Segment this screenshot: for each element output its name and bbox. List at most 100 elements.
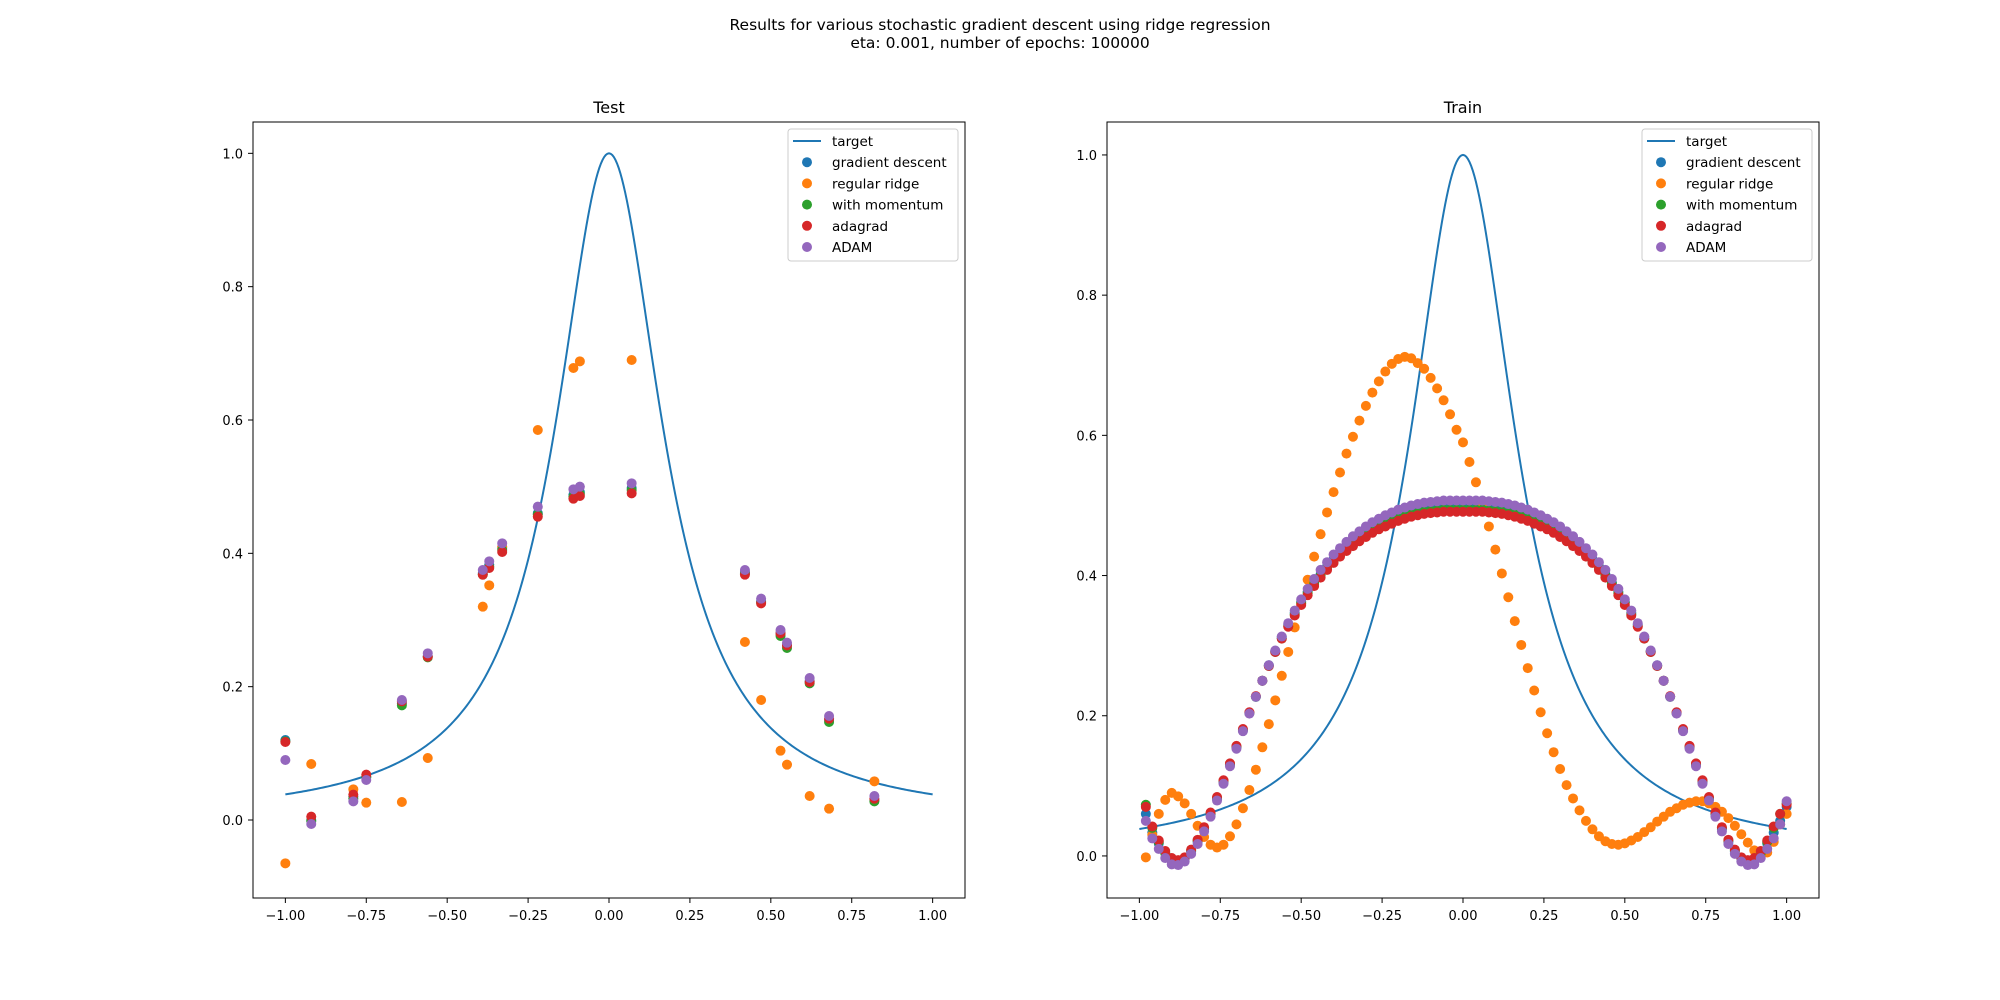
chart2-adam-point bbox=[1244, 708, 1255, 719]
chart2-regular-ridge-point bbox=[1322, 507, 1333, 518]
chart2-regular-ridge-point bbox=[1568, 793, 1579, 804]
chart2-regular-ridge-point bbox=[1736, 829, 1747, 840]
chart2-legend-label-with-momentum: with momentum bbox=[1686, 198, 1797, 214]
chart2-regular-ridge-point bbox=[1140, 852, 1151, 863]
chart2-series-regular-ridge bbox=[1140, 351, 1792, 863]
chart2-regular-ridge-point bbox=[1153, 808, 1164, 819]
chart2-adam-point bbox=[1192, 839, 1203, 850]
chart2-regular-ridge-point bbox=[1419, 363, 1430, 374]
chart2-regular-ridge-point bbox=[1483, 521, 1494, 532]
figure-suptitle-line1: Results for various stochastic gradient … bbox=[729, 16, 1271, 34]
chart2-series-with-momentum bbox=[1140, 504, 1792, 867]
chart2-regular-ridge-point bbox=[1464, 456, 1475, 467]
chart2-adam-point bbox=[1199, 826, 1210, 837]
chart2-adam-point bbox=[1645, 645, 1656, 656]
chart1-xtick-label: 0.50 bbox=[756, 909, 785, 924]
chart1-regular-ridge-point bbox=[568, 363, 579, 373]
chart2-legend-marker-with-momentum bbox=[1656, 199, 1666, 210]
chart1-xtick-label: −1.00 bbox=[265, 909, 305, 924]
chart2-adam-point bbox=[1671, 708, 1682, 719]
chart1-legend-marker-adagrad bbox=[802, 220, 812, 231]
chart1-legend-marker-adam bbox=[802, 242, 812, 252]
chart2-adam-point bbox=[1606, 574, 1617, 585]
chart2-xtick-label: −0.50 bbox=[1281, 909, 1321, 924]
chart1-adam-point bbox=[532, 501, 543, 512]
chart1-series-adam bbox=[280, 478, 880, 829]
chart1-legend-label-target: target bbox=[832, 134, 873, 150]
chart2-ytick-label: 0.8 bbox=[1076, 289, 1097, 304]
chart2-adam-point bbox=[1639, 631, 1650, 642]
chart2-adam-point bbox=[1703, 795, 1714, 806]
chart2-adam-point bbox=[1678, 726, 1689, 737]
chart1-regular-ridge-point bbox=[739, 637, 750, 647]
chart2-regular-ridge-point bbox=[1555, 764, 1566, 775]
chart2-adam-point bbox=[1237, 726, 1248, 737]
chart1-adam-point bbox=[756, 593, 767, 604]
chart2-adam-point bbox=[1723, 839, 1734, 850]
chart2-regular-ridge-point bbox=[1529, 685, 1540, 696]
chart2-adam-point bbox=[1658, 675, 1669, 686]
chart2-regular-ridge-point bbox=[1548, 747, 1559, 758]
chart2-regular-ridge-point bbox=[1186, 808, 1197, 819]
chart2-adam-point bbox=[1322, 557, 1333, 568]
chart2-adam-point bbox=[1755, 853, 1766, 864]
chart1-xtick-label: −0.75 bbox=[346, 909, 386, 924]
chart1-ytick-label: 1.0 bbox=[222, 147, 243, 162]
chart2-plot: Train −1.00 −0.75 −0.50 −0.25 0.00 0.25 0.50 0.7… bbox=[1076, 98, 1820, 924]
chart1-legend-label-gradient-descent: gradient descent bbox=[832, 155, 947, 171]
chart2-regular-ridge-point bbox=[1328, 487, 1339, 498]
chart2-regular-ridge-point bbox=[1257, 742, 1268, 753]
chart2-regular-ridge-point bbox=[1380, 366, 1391, 377]
chart2-xtick-label: 0.00 bbox=[1449, 909, 1478, 924]
chart2-regular-ridge-point bbox=[1451, 424, 1462, 435]
chart1-legend-label-adagrad: adagrad bbox=[832, 219, 888, 235]
chart2-regular-ridge-point bbox=[1347, 431, 1358, 442]
chart1-series-adagrad bbox=[280, 488, 880, 822]
chart2-adam-point bbox=[1600, 564, 1611, 575]
chart1-regular-ridge-point bbox=[361, 797, 372, 808]
chart1-legend-label-adam: ADAM bbox=[832, 240, 872, 256]
chart2-adagrad-point bbox=[1147, 821, 1158, 832]
chart2-adam-point bbox=[1289, 605, 1300, 616]
chart2-adam-point bbox=[1218, 778, 1229, 789]
chart2-adam-point bbox=[1580, 543, 1591, 554]
chart2-adam-point bbox=[1781, 796, 1792, 807]
chart1-xtick-label: −0.25 bbox=[508, 909, 548, 924]
chart2-adam-point bbox=[1224, 761, 1235, 772]
chart2-ytick-label: 1.0 bbox=[1076, 149, 1097, 164]
chart2-regular-ridge-point bbox=[1341, 448, 1352, 459]
chart2-ytick-label: 0.0 bbox=[1076, 850, 1097, 865]
chart2-regular-ridge-point bbox=[1509, 616, 1520, 627]
chart1-adam-point bbox=[477, 565, 488, 575]
chart2-legend-label-regular-ridge: regular ridge bbox=[1686, 176, 1773, 192]
chart2-adam-point bbox=[1231, 743, 1242, 754]
chart1-adam-point bbox=[484, 556, 495, 567]
chart1-regular-ridge-point bbox=[824, 803, 835, 814]
chart2-adam-point bbox=[1593, 557, 1604, 568]
chart2-series-adam bbox=[1140, 495, 1792, 871]
chart2-xtick-label: 1.00 bbox=[1772, 909, 1801, 924]
chart1-legend: target gradient descent regular ridge with … bbox=[787, 128, 959, 262]
chart1-adam-point bbox=[739, 565, 750, 575]
chart2-adam-point bbox=[1250, 691, 1261, 702]
chart2-adam-point bbox=[1684, 743, 1695, 754]
chart2-regular-ridge-point bbox=[1373, 376, 1384, 387]
chart2-adam-point bbox=[1205, 811, 1216, 822]
chart2-regular-ridge-point bbox=[1276, 670, 1287, 681]
chart2-adam-point bbox=[1587, 549, 1598, 560]
chart1-regular-ridge-point bbox=[532, 425, 543, 435]
chart2-regular-ridge-point bbox=[1587, 824, 1598, 835]
chart2-adam-point bbox=[1749, 859, 1760, 870]
chart1-legend-box bbox=[787, 128, 959, 262]
chart1-adam-point bbox=[497, 538, 508, 549]
chart1-adam-point bbox=[782, 637, 792, 648]
chart2-adam-point bbox=[1309, 574, 1320, 585]
chart2-regular-ridge-point bbox=[1237, 803, 1248, 814]
chart1-adagrad-point bbox=[532, 511, 543, 522]
chart2-ytick-label: 0.2 bbox=[1076, 710, 1097, 725]
chart2-title: Train bbox=[1443, 98, 1482, 117]
chart1-xtick-label: 0.25 bbox=[675, 909, 704, 924]
chart1-adam-point bbox=[280, 755, 291, 765]
chart2-adam-point bbox=[1632, 618, 1643, 629]
chart2-adam-point bbox=[1186, 848, 1197, 859]
